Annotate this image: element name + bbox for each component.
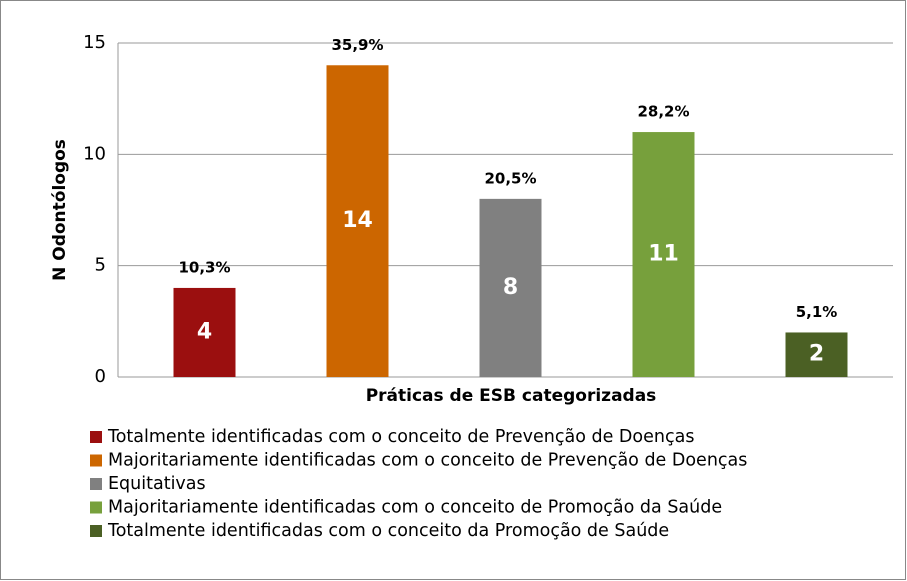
- value-label: 8: [503, 275, 518, 300]
- value-label: 14: [342, 208, 373, 233]
- legend-swatch: [90, 454, 102, 467]
- legend-label: Equitativas: [108, 474, 206, 494]
- percent-label: 28,2%: [637, 103, 689, 121]
- percent-label: 35,9%: [331, 36, 383, 54]
- bar: [173, 287, 236, 377]
- y-tick-label: 10: [83, 143, 106, 164]
- y-tick-label: 0: [95, 366, 106, 387]
- value-label: 2: [809, 342, 824, 367]
- x-axis-label: Práticas de ESB categorizadas: [366, 386, 657, 406]
- legend-swatch: [90, 525, 102, 537]
- value-label: 4: [197, 319, 212, 344]
- legend-label: Totalmente identificadas com o conceito …: [107, 427, 694, 447]
- bar: [785, 332, 848, 377]
- bar: [326, 65, 389, 378]
- value-label: 11: [648, 242, 679, 267]
- legend-label: Totalmente identificadas com o conceito …: [107, 521, 669, 541]
- legend-swatch: [90, 431, 102, 443]
- legend-label: Majoritariamente identificadas com o con…: [108, 451, 747, 471]
- y-tick-label: 5: [95, 255, 106, 276]
- bar: [479, 198, 542, 377]
- y-tick-label: 15: [83, 32, 106, 53]
- legend-swatch: [90, 501, 102, 514]
- percent-label: 20,5%: [484, 169, 536, 187]
- legend-label: Majoritariamente identificadas com o con…: [108, 498, 722, 518]
- y-axis-label: N Odontólogos: [50, 139, 70, 281]
- percent-label: 5,1%: [796, 303, 838, 321]
- legend-swatch: [90, 478, 102, 490]
- percent-label: 10,3%: [178, 258, 230, 276]
- bar: [632, 132, 695, 377]
